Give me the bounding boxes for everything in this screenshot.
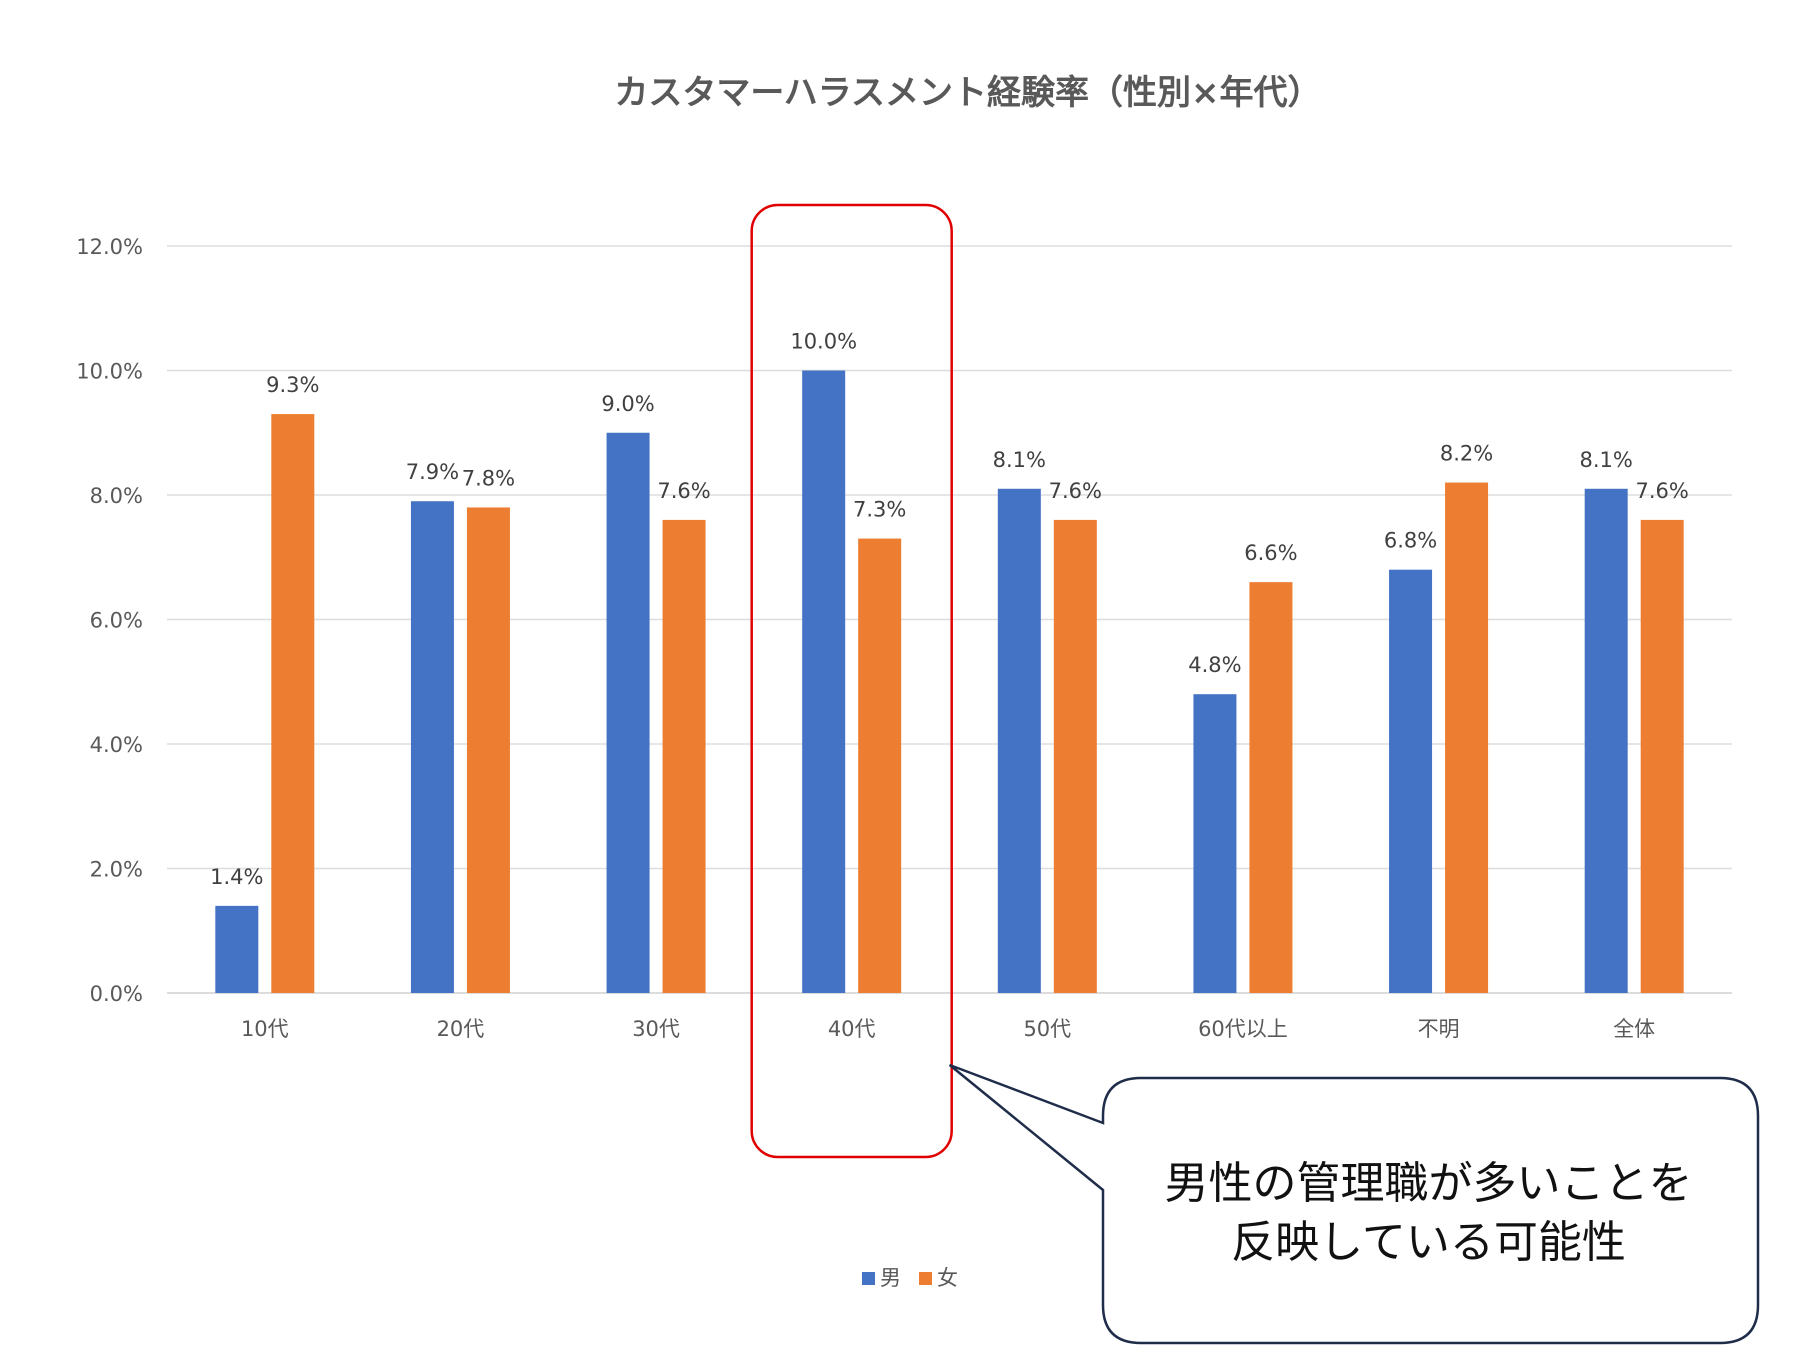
legend: 男女 <box>862 1266 958 1290</box>
bar-male <box>410 501 454 993</box>
highlight-annotation <box>750 203 953 1159</box>
y-tick-label: 10.0% <box>76 360 143 384</box>
bar-male <box>215 905 259 993</box>
chart-title: カスタマーハラスメント経験率（性別×年代） <box>614 73 1321 113</box>
bar-female <box>1640 519 1684 993</box>
bar-male <box>802 370 846 993</box>
bar-female <box>858 538 902 993</box>
data-label: 8.1% <box>1580 448 1633 472</box>
x-tick-label: 30代 <box>632 1017 680 1041</box>
data-label: 7.8% <box>462 466 515 490</box>
data-label: 7.9% <box>406 460 459 484</box>
data-label: 1.4% <box>210 865 263 889</box>
bar-male <box>997 488 1041 993</box>
x-axis: 10代 20代 30代 40代 50代 60代以上 不明 全体 <box>241 1017 1655 1041</box>
bar-male <box>1584 488 1628 993</box>
bar-male <box>1193 694 1237 993</box>
data-label: 8.1% <box>993 448 1046 472</box>
data-label: 7.6% <box>657 479 710 503</box>
callout-text: 男性の管理職が多いことを <box>1165 1158 1693 1209</box>
bar-female <box>466 507 510 993</box>
bar-female <box>1445 482 1489 993</box>
data-label: 6.6% <box>1244 541 1297 565</box>
data-labels: 1.4%9.3%7.9% 7.8%9.0%7.6%10.0%7.3%8.1%7.6… <box>210 330 1689 889</box>
x-tick-label: 60代以上 <box>1198 1017 1288 1041</box>
data-label: 7.6% <box>1636 479 1689 503</box>
callout-bubble <box>948 1063 1760 1345</box>
x-tick-label: 不明 <box>1418 1017 1460 1041</box>
data-label: 7.3% <box>853 498 906 522</box>
y-tick-label: 0.0% <box>90 982 143 1006</box>
highlight-box <box>750 203 953 1159</box>
data-label: 6.8% <box>1384 529 1437 553</box>
x-tick-label: 全体 <box>1613 1017 1655 1041</box>
bar-male <box>1389 569 1433 993</box>
y-tick-label: 6.0% <box>90 609 143 633</box>
bar-female <box>1053 519 1097 993</box>
x-tick-label: 40代 <box>828 1017 876 1041</box>
bar-female <box>662 519 706 993</box>
gridlines <box>167 245 1732 994</box>
bar-female <box>1249 582 1293 993</box>
callout-text: 反映している可能性 <box>1231 1217 1626 1268</box>
data-label: 7.6% <box>1049 479 1102 503</box>
legend-label: 女 <box>937 1266 958 1290</box>
bar-female <box>271 414 315 993</box>
bars <box>215 370 1684 993</box>
y-tick-label: 2.0% <box>90 858 143 882</box>
y-tick-label: 12.0% <box>76 235 143 259</box>
x-tick-label: 50代 <box>1023 1017 1071 1041</box>
data-label: 10.0% <box>790 330 857 354</box>
x-tick-label: 10代 <box>241 1017 289 1041</box>
legend-swatch <box>862 1272 875 1285</box>
data-label: 9.0% <box>601 392 654 416</box>
x-tick-label: 20代 <box>437 1017 485 1041</box>
legend-label: 男 <box>880 1266 901 1290</box>
y-axis: 0.0% 2.0% 4.0% 6.0% 8.0% 10.0% 12.0% <box>76 235 143 1006</box>
data-label: 4.8% <box>1188 653 1241 677</box>
data-label: 8.2% <box>1440 442 1493 466</box>
data-label: 9.3% <box>266 373 319 397</box>
legend-swatch <box>919 1272 932 1285</box>
y-tick-label: 4.0% <box>90 733 143 757</box>
y-tick-label: 8.0% <box>90 484 143 508</box>
bar-male <box>606 432 650 993</box>
